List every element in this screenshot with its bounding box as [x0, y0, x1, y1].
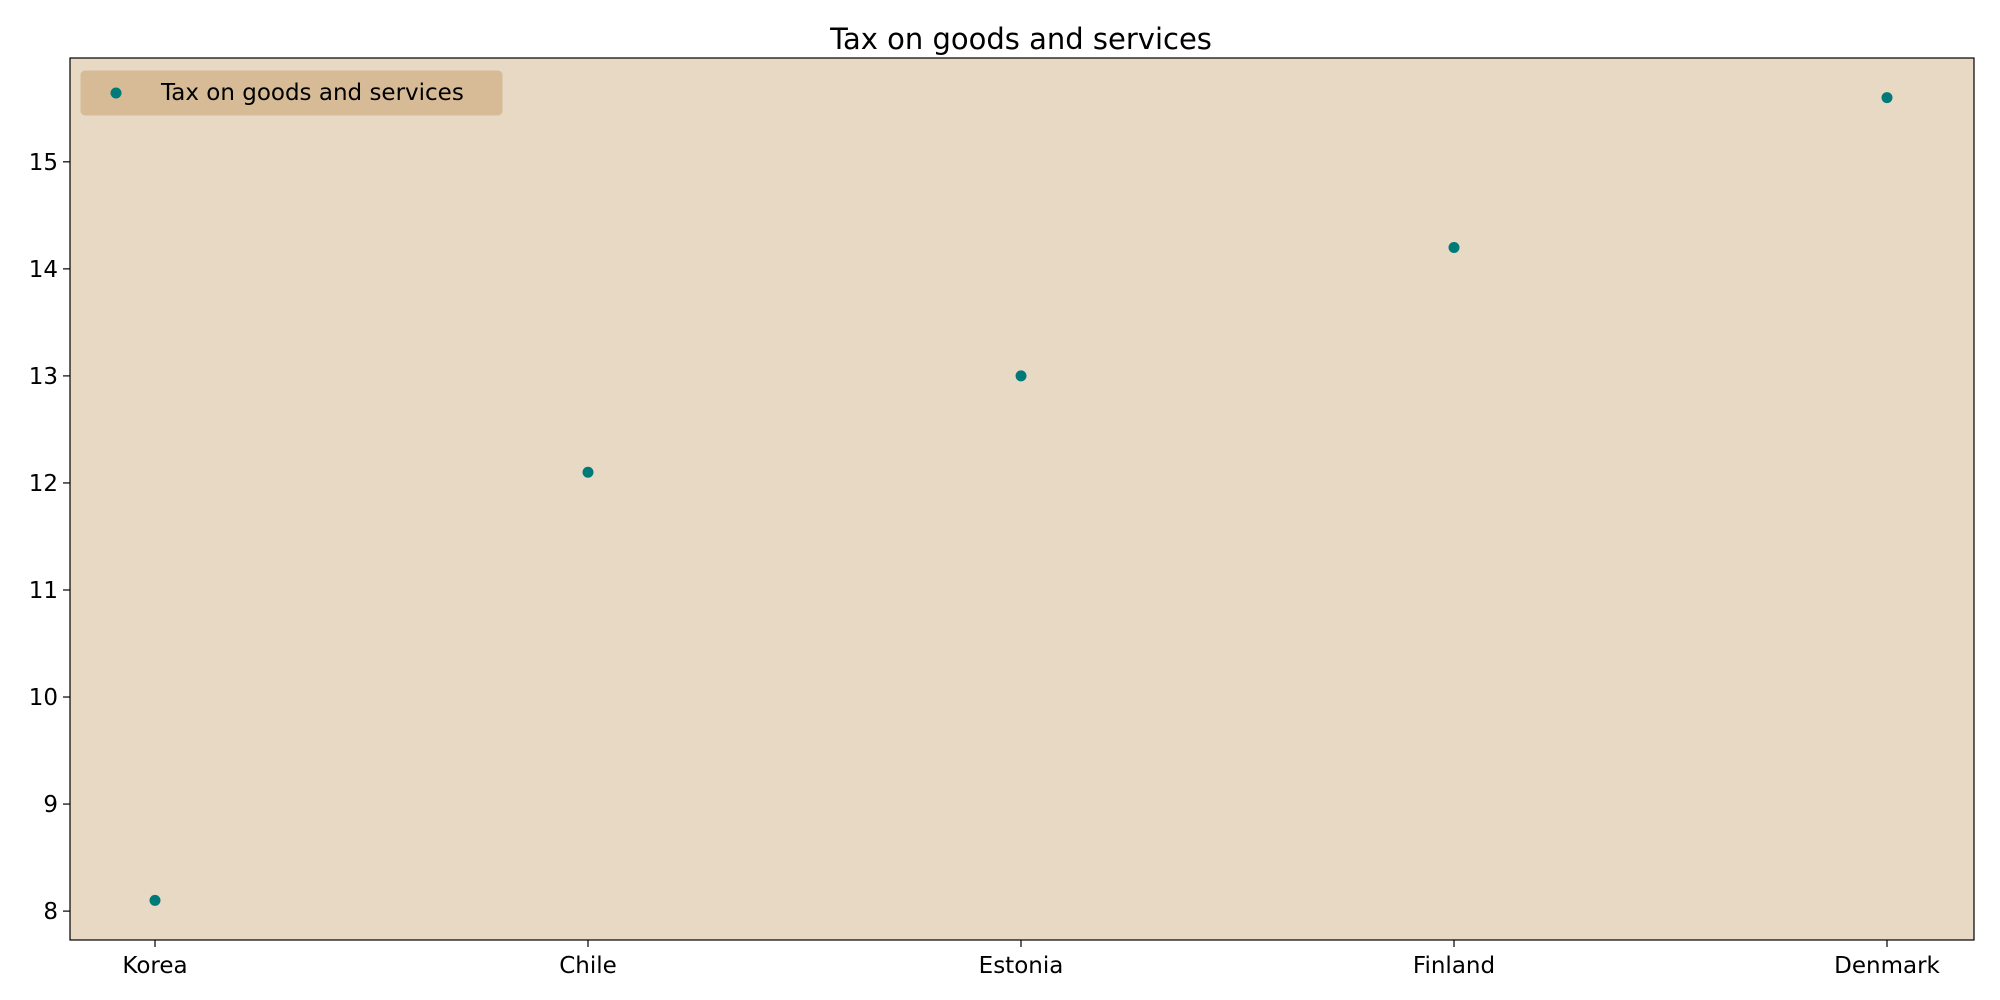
y-tick-label: 11: [29, 578, 58, 604]
data-point: [1448, 241, 1460, 253]
legend-box: [80, 70, 503, 116]
y-axis: 8 9 10 11 12 13 14 15: [29, 150, 70, 925]
x-axis: Korea Chile Estonia Finland Denmark: [122, 940, 1941, 979]
plot-area: [69, 57, 1975, 941]
y-tick-label: 12: [29, 471, 58, 497]
legend-label: Tax on goods and services: [160, 80, 464, 106]
legend: Tax on goods and services: [80, 70, 503, 116]
data-points: [149, 92, 1893, 906]
y-tick-label: 9: [43, 792, 58, 818]
legend-marker: [110, 87, 122, 99]
x-tick-label: Korea: [122, 953, 187, 979]
chart-title: Tax on goods and services: [829, 22, 1212, 56]
y-tick-label: 10: [29, 685, 58, 711]
x-tick-label: Estonia: [979, 953, 1064, 979]
data-point: [1015, 370, 1027, 382]
data-point: [1881, 92, 1893, 104]
y-tick-label: 8: [43, 899, 58, 925]
data-point: [582, 466, 594, 478]
data-point: [149, 894, 161, 906]
y-tick-label: 13: [29, 364, 58, 390]
y-tick-label: 15: [29, 150, 58, 176]
x-tick-label: Chile: [559, 953, 617, 979]
x-tick-label: Finland: [1413, 953, 1495, 979]
x-tick-label: Denmark: [1834, 953, 1940, 979]
y-tick-label: 14: [29, 257, 58, 283]
